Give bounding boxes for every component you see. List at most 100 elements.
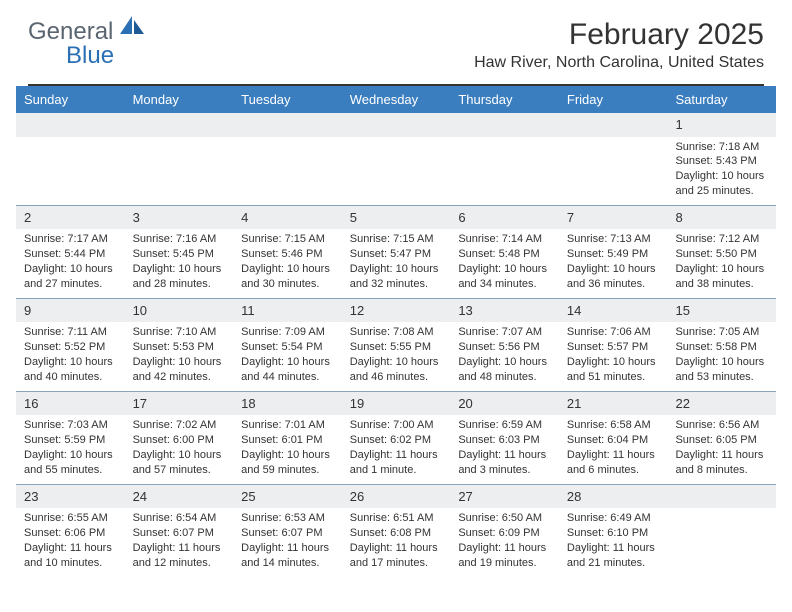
day-number: 28 <box>559 485 668 509</box>
sunset-text: Sunset: 6:03 PM <box>458 433 551 448</box>
day-cell <box>667 485 776 577</box>
day-body: Sunrise: 7:05 AMSunset: 5:58 PMDaylight:… <box>667 322 776 390</box>
day-number: 24 <box>125 485 234 509</box>
day-header: Friday <box>559 86 668 113</box>
sunrise-text: Sunrise: 7:17 AM <box>24 232 117 247</box>
sunset-text: Sunset: 6:04 PM <box>567 433 660 448</box>
sunrise-text: Sunrise: 7:08 AM <box>350 325 443 340</box>
sunset-text: Sunset: 6:00 PM <box>133 433 226 448</box>
sunset-text: Sunset: 6:08 PM <box>350 526 443 541</box>
day-number <box>125 113 234 137</box>
sunset-text: Sunset: 5:46 PM <box>241 247 334 262</box>
day-cell: 28Sunrise: 6:49 AMSunset: 6:10 PMDayligh… <box>559 485 668 577</box>
day-body <box>667 508 776 568</box>
daylight-text: Daylight: 10 hours and 28 minutes. <box>133 262 226 292</box>
day-body <box>342 137 451 197</box>
day-number <box>342 113 451 137</box>
daylight-text: Daylight: 11 hours and 6 minutes. <box>567 448 660 478</box>
sunrise-text: Sunrise: 7:00 AM <box>350 418 443 433</box>
sunrise-text: Sunrise: 7:07 AM <box>458 325 551 340</box>
daylight-text: Daylight: 10 hours and 53 minutes. <box>675 355 768 385</box>
sunset-text: Sunset: 6:05 PM <box>675 433 768 448</box>
daylight-text: Daylight: 10 hours and 34 minutes. <box>458 262 551 292</box>
day-cell: 18Sunrise: 7:01 AMSunset: 6:01 PMDayligh… <box>233 392 342 484</box>
day-body: Sunrise: 7:03 AMSunset: 5:59 PMDaylight:… <box>16 415 125 483</box>
day-body: Sunrise: 7:15 AMSunset: 5:46 PMDaylight:… <box>233 229 342 297</box>
day-number: 25 <box>233 485 342 509</box>
day-cell: 8Sunrise: 7:12 AMSunset: 5:50 PMDaylight… <box>667 206 776 298</box>
sunrise-text: Sunrise: 7:10 AM <box>133 325 226 340</box>
day-cell: 14Sunrise: 7:06 AMSunset: 5:57 PMDayligh… <box>559 299 668 391</box>
day-number <box>667 485 776 509</box>
sail-icon <box>118 14 146 36</box>
sunrise-text: Sunrise: 7:15 AM <box>241 232 334 247</box>
sunrise-text: Sunrise: 7:16 AM <box>133 232 226 247</box>
daylight-text: Daylight: 10 hours and 32 minutes. <box>350 262 443 292</box>
sunrise-text: Sunrise: 7:12 AM <box>675 232 768 247</box>
sunset-text: Sunset: 5:45 PM <box>133 247 226 262</box>
day-cell <box>450 113 559 205</box>
sunset-text: Sunset: 6:02 PM <box>350 433 443 448</box>
day-body: Sunrise: 7:11 AMSunset: 5:52 PMDaylight:… <box>16 322 125 390</box>
sunrise-text: Sunrise: 7:14 AM <box>458 232 551 247</box>
calendar: SundayMondayTuesdayWednesdayThursdayFrid… <box>16 86 776 577</box>
day-number: 14 <box>559 299 668 323</box>
day-cell: 4Sunrise: 7:15 AMSunset: 5:46 PMDaylight… <box>233 206 342 298</box>
logo-text-blue: Blue <box>66 42 114 70</box>
day-number: 8 <box>667 206 776 230</box>
sunset-text: Sunset: 5:53 PM <box>133 340 226 355</box>
day-body: Sunrise: 7:00 AMSunset: 6:02 PMDaylight:… <box>342 415 451 483</box>
sunset-text: Sunset: 5:49 PM <box>567 247 660 262</box>
daylight-text: Daylight: 11 hours and 21 minutes. <box>567 541 660 571</box>
day-cell: 9Sunrise: 7:11 AMSunset: 5:52 PMDaylight… <box>16 299 125 391</box>
day-body: Sunrise: 6:55 AMSunset: 6:06 PMDaylight:… <box>16 508 125 576</box>
daylight-text: Daylight: 11 hours and 3 minutes. <box>458 448 551 478</box>
daylight-text: Daylight: 10 hours and 48 minutes. <box>458 355 551 385</box>
day-body: Sunrise: 6:58 AMSunset: 6:04 PMDaylight:… <box>559 415 668 483</box>
day-number: 3 <box>125 206 234 230</box>
sunset-text: Sunset: 6:01 PM <box>241 433 334 448</box>
day-body: Sunrise: 7:07 AMSunset: 5:56 PMDaylight:… <box>450 322 559 390</box>
day-number: 15 <box>667 299 776 323</box>
sunrise-text: Sunrise: 7:03 AM <box>24 418 117 433</box>
sunrise-text: Sunrise: 6:51 AM <box>350 511 443 526</box>
day-number <box>559 113 668 137</box>
day-cell: 21Sunrise: 6:58 AMSunset: 6:04 PMDayligh… <box>559 392 668 484</box>
day-number: 23 <box>16 485 125 509</box>
sunrise-text: Sunrise: 7:18 AM <box>675 140 768 155</box>
sunset-text: Sunset: 5:43 PM <box>675 154 768 169</box>
day-number <box>233 113 342 137</box>
week-row: 2Sunrise: 7:17 AMSunset: 5:44 PMDaylight… <box>16 206 776 299</box>
day-number: 10 <box>125 299 234 323</box>
day-cell: 26Sunrise: 6:51 AMSunset: 6:08 PMDayligh… <box>342 485 451 577</box>
day-cell: 7Sunrise: 7:13 AMSunset: 5:49 PMDaylight… <box>559 206 668 298</box>
daylight-text: Daylight: 11 hours and 12 minutes. <box>133 541 226 571</box>
day-cell: 22Sunrise: 6:56 AMSunset: 6:05 PMDayligh… <box>667 392 776 484</box>
sunrise-text: Sunrise: 7:09 AM <box>241 325 334 340</box>
daylight-text: Daylight: 10 hours and 30 minutes. <box>241 262 334 292</box>
day-number <box>450 113 559 137</box>
weeks-container: 1Sunrise: 7:18 AMSunset: 5:43 PMDaylight… <box>16 113 776 577</box>
day-header: Tuesday <box>233 86 342 113</box>
day-number: 18 <box>233 392 342 416</box>
day-body: Sunrise: 7:14 AMSunset: 5:48 PMDaylight:… <box>450 229 559 297</box>
sunrise-text: Sunrise: 7:02 AM <box>133 418 226 433</box>
day-body <box>233 137 342 197</box>
sunrise-text: Sunrise: 7:11 AM <box>24 325 117 340</box>
day-cell: 16Sunrise: 7:03 AMSunset: 5:59 PMDayligh… <box>16 392 125 484</box>
day-body: Sunrise: 7:09 AMSunset: 5:54 PMDaylight:… <box>233 322 342 390</box>
sunrise-text: Sunrise: 6:55 AM <box>24 511 117 526</box>
title-block: February 2025 Haw River, North Carolina,… <box>474 18 764 72</box>
sunrise-text: Sunrise: 6:50 AM <box>458 511 551 526</box>
daylight-text: Daylight: 10 hours and 42 minutes. <box>133 355 226 385</box>
sunrise-text: Sunrise: 7:05 AM <box>675 325 768 340</box>
sunset-text: Sunset: 6:06 PM <box>24 526 117 541</box>
sunrise-text: Sunrise: 7:13 AM <box>567 232 660 247</box>
day-cell: 3 Sunrise: 7:16 AMSunset: 5:45 PMDaylight… <box>125 206 234 298</box>
daylight-text: Daylight: 11 hours and 17 minutes. <box>350 541 443 571</box>
day-number: 5 <box>342 206 451 230</box>
day-number: 4 <box>233 206 342 230</box>
day-body: Sunrise: 6:53 AMSunset: 6:07 PMDaylight:… <box>233 508 342 576</box>
day-number: 21 <box>559 392 668 416</box>
daylight-text: Daylight: 10 hours and 46 minutes. <box>350 355 443 385</box>
